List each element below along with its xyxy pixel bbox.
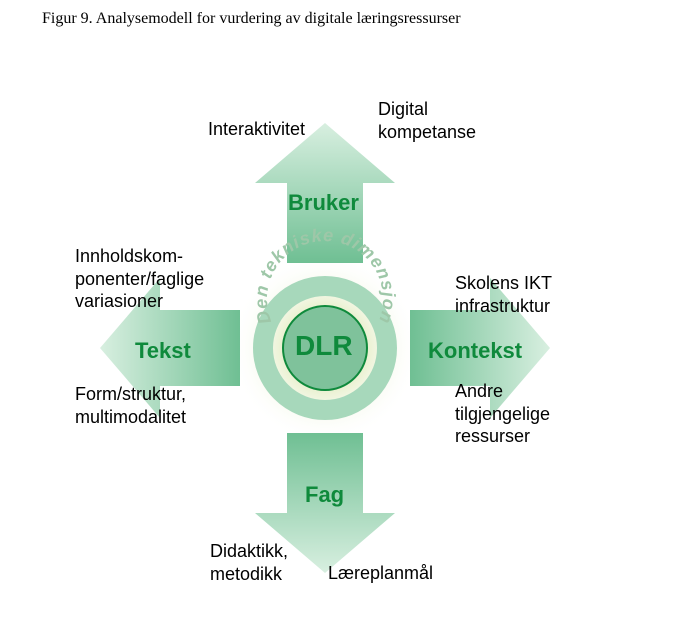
diagram-stage: Figur 9. Analysemodell for vurdering av … <box>0 0 675 636</box>
sublabel-andre-ressurser: Andretilgjengeligeressurser <box>455 380 550 448</box>
dimension-label-tekst: Tekst <box>135 338 191 364</box>
sublabel-interaktivitet: Interaktivitet <box>208 118 305 141</box>
dimension-label-kontekst: Kontekst <box>428 338 522 364</box>
diagram-svg: Den tekniske dimensjon <box>0 0 675 636</box>
sublabel-digital-kompetanse: Digitalkompetanse <box>378 98 476 143</box>
sublabel-skolens-ikt: Skolens IKTinfrastruktur <box>455 272 552 317</box>
dimension-label-bruker: Bruker <box>288 190 359 216</box>
center-label: DLR <box>295 330 353 362</box>
dimension-label-fag: Fag <box>305 482 344 508</box>
sublabel-form-struktur: Form/struktur,multimodalitet <box>75 383 186 428</box>
sublabel-innholdskomponenter: Innholdskom-ponenter/fagligevariasioner <box>75 245 204 313</box>
sublabel-laereplanmaal: Læreplanmål <box>328 562 433 585</box>
sublabel-didaktikk-metodikk: Didaktikk,metodikk <box>210 540 288 585</box>
